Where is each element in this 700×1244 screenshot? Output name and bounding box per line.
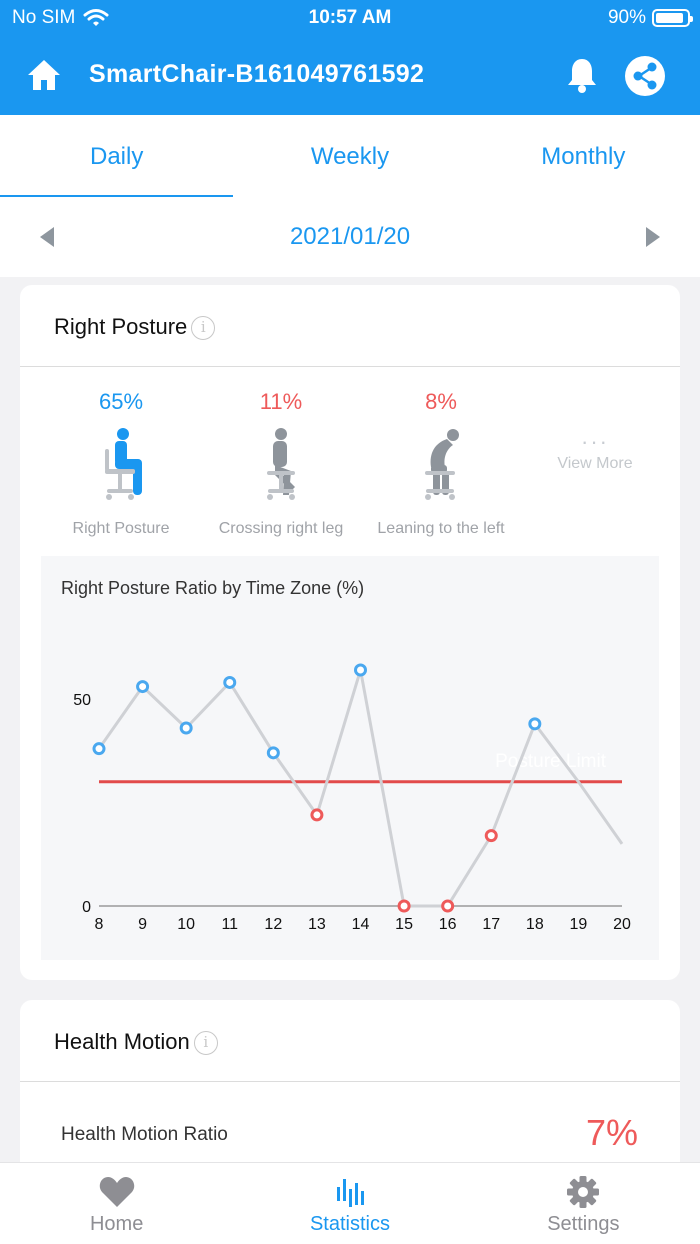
stat-percent: 65% bbox=[98, 389, 144, 414]
tab-monthly[interactable]: Monthly bbox=[541, 143, 626, 170]
share-icon[interactable] bbox=[625, 56, 665, 96]
tab-home-label: Home bbox=[89, 1213, 144, 1235]
date-navigator: 2021/01/20 bbox=[0, 197, 700, 277]
data-point[interactable] bbox=[92, 742, 106, 756]
info-icon[interactable]: i bbox=[193, 1031, 218, 1056]
y-tick-label: 50 bbox=[73, 692, 91, 709]
chart-svg: 0 50 8 9 10 11 12 13 14 15 16 17 18 19 20 Posture Limit bbox=[73, 663, 631, 933]
x-tick-label: 15 bbox=[395, 916, 413, 933]
tab-statistics[interactable]: Statistics bbox=[233, 1163, 466, 1244]
heart-icon bbox=[99, 1177, 134, 1207]
x-tick-label: 9 bbox=[138, 916, 147, 933]
device-title: SmartChair-B161049761592 bbox=[89, 60, 425, 88]
data-point[interactable] bbox=[528, 717, 542, 731]
posture-card-header: Right Posture i bbox=[20, 285, 680, 367]
motion-card-header: Health Motion i bbox=[20, 1000, 680, 1082]
data-point[interactable] bbox=[484, 829, 498, 843]
crossing-leg-icon bbox=[267, 428, 295, 500]
motion-card-title-row: Health Motion i bbox=[54, 1029, 218, 1056]
more-dots-icon: ··· bbox=[581, 429, 609, 454]
posture-limit-label: Posture Limit bbox=[495, 751, 607, 772]
x-tick-label: 8 bbox=[95, 916, 104, 933]
battery-percent: 90% bbox=[607, 7, 646, 28]
x-tick-label: 19 bbox=[570, 916, 588, 933]
data-point[interactable] bbox=[266, 746, 280, 760]
posture-card-title-row: Right Posture i bbox=[54, 314, 216, 341]
info-icon[interactable]: i bbox=[191, 316, 216, 341]
motion-ratio-value: 7% bbox=[585, 1112, 638, 1153]
tab-weekly[interactable]: Weekly bbox=[310, 143, 390, 170]
bell-icon[interactable] bbox=[565, 56, 599, 94]
x-tick-label: 20 bbox=[613, 916, 631, 933]
carrier-info: No SIM bbox=[12, 7, 109, 29]
stat-percent: 11% bbox=[259, 389, 303, 414]
view-more-button[interactable]: ··· View More bbox=[545, 367, 645, 473]
x-tick-label: 18 bbox=[526, 916, 544, 933]
stat-label: Leaning to the left bbox=[377, 520, 505, 537]
stat-label: Right Posture bbox=[72, 520, 170, 537]
app-bar: SmartChair-B161049761592 bbox=[0, 34, 700, 115]
posture-card: Right Posture i 65% Right Posture 11% bbox=[20, 285, 680, 980]
motion-card-title: Health Motion bbox=[54, 1029, 190, 1054]
motion-ratio-label: Health Motion Ratio bbox=[61, 1124, 228, 1145]
current-date: 2021/01/20 bbox=[289, 223, 411, 250]
posture-stats: 65% Right Posture 11% bbox=[20, 367, 680, 547]
gear-icon bbox=[567, 1176, 600, 1208]
x-tick-label: 13 bbox=[308, 916, 326, 933]
data-point[interactable] bbox=[136, 680, 150, 694]
bottom-tab-bar: Home Statistics Settings bbox=[0, 1162, 700, 1244]
posture-card-title: Right Posture bbox=[54, 314, 188, 339]
data-point[interactable] bbox=[223, 675, 237, 689]
clock: 10:57 AM bbox=[308, 7, 392, 28]
stat-leaning-left[interactable]: 8% Leaning to the left bbox=[361, 367, 521, 538]
x-tick-label: 16 bbox=[439, 916, 457, 933]
series-line bbox=[97, 668, 624, 908]
view-more-label: View More bbox=[557, 455, 633, 472]
battery-info: 90% bbox=[607, 7, 693, 29]
carrier-label: No SIM bbox=[12, 7, 76, 28]
stat-label: Crossing right leg bbox=[218, 520, 344, 537]
tab-settings[interactable]: Settings bbox=[467, 1163, 700, 1244]
tab-statistics-label: Statistics bbox=[309, 1213, 390, 1235]
data-point[interactable] bbox=[354, 663, 367, 677]
x-tick-label: 10 bbox=[177, 916, 195, 933]
x-tick-label: 17 bbox=[482, 916, 500, 933]
tab-settings-label: Settings bbox=[547, 1213, 620, 1235]
x-tick-label: 11 bbox=[221, 916, 238, 933]
home-icon[interactable] bbox=[26, 58, 62, 92]
stat-percent: 8% bbox=[425, 389, 457, 414]
tab-daily[interactable]: Daily bbox=[0, 115, 234, 197]
data-point[interactable] bbox=[441, 899, 455, 913]
status-bar: No SIM 10:57 AM 90% bbox=[0, 0, 700, 34]
next-date-icon[interactable] bbox=[646, 227, 660, 247]
posture-ratio-chart: Right Posture Ratio by Time Zone (%) 0 50… bbox=[41, 556, 659, 960]
chart-title: Right Posture Ratio by Time Zone (%) bbox=[61, 578, 365, 598]
y-tick-label: 0 bbox=[82, 899, 91, 916]
stat-right-posture[interactable]: 65% Right Posture bbox=[41, 367, 201, 538]
wifi-icon bbox=[83, 9, 109, 26]
stat-crossing-leg[interactable]: 11% Crossing right leg bbox=[201, 367, 361, 538]
right-posture-icon bbox=[105, 428, 142, 500]
leaning-left-icon bbox=[425, 429, 459, 500]
data-point[interactable] bbox=[397, 899, 411, 913]
period-tabs: Daily Weekly Monthly bbox=[0, 115, 700, 197]
previous-date-icon[interactable] bbox=[40, 227, 54, 247]
tab-home[interactable]: Home bbox=[0, 1163, 233, 1244]
battery-icon bbox=[652, 9, 693, 27]
statistics-icon bbox=[336, 1179, 364, 1207]
x-tick-label: 12 bbox=[264, 916, 282, 933]
data-point[interactable] bbox=[179, 721, 193, 735]
x-tick-label: 14 bbox=[352, 916, 370, 933]
data-point[interactable] bbox=[310, 808, 324, 822]
